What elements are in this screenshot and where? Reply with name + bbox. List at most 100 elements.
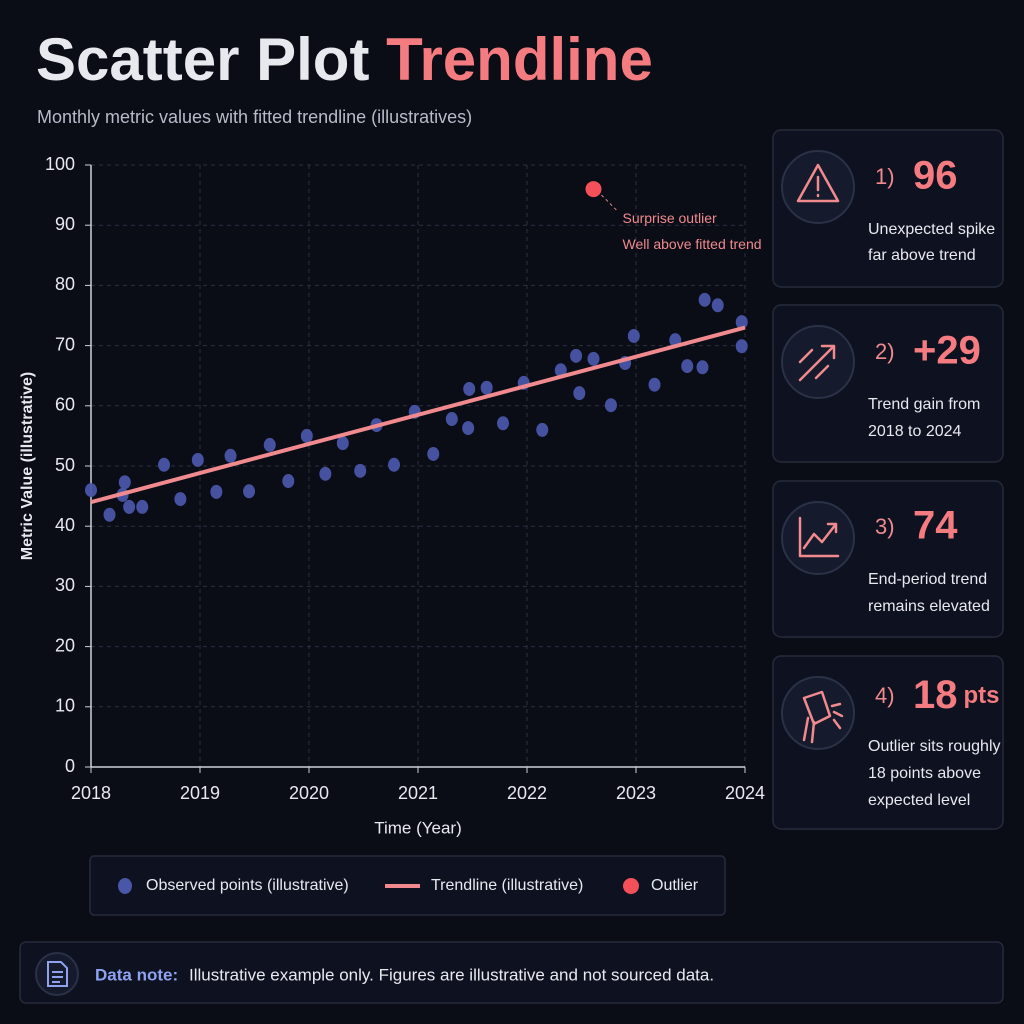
legend-label: Trendline (illustrative) bbox=[431, 877, 583, 894]
y-tick-label: 80 bbox=[55, 274, 75, 294]
point bbox=[587, 351, 600, 366]
title-part: Scatter Plot bbox=[36, 26, 369, 93]
point bbox=[388, 457, 401, 472]
card-desc: Trend gain from bbox=[868, 396, 980, 413]
point bbox=[103, 507, 116, 522]
note-icon-circle bbox=[35, 952, 79, 996]
title: Scatter Plot Trendline bbox=[36, 26, 653, 93]
subtitle: Monthly metric values with fitted trendl… bbox=[37, 107, 472, 127]
card-value-unit: pts bbox=[964, 682, 1000, 709]
card-desc: 2018 to 2024 bbox=[868, 423, 962, 440]
point bbox=[85, 483, 97, 498]
point bbox=[243, 484, 256, 499]
trendline bbox=[90, 325, 746, 505]
y-tick-label: 40 bbox=[55, 515, 75, 535]
y-tick-label: 30 bbox=[55, 575, 75, 595]
icon bbox=[798, 344, 836, 382]
y-tick-label: 90 bbox=[55, 214, 75, 234]
annotation-leader bbox=[601, 194, 618, 212]
legend-swatch bbox=[118, 878, 132, 894]
legend-label: Outlier bbox=[651, 877, 699, 894]
point bbox=[627, 328, 640, 343]
point bbox=[681, 359, 694, 374]
card: 2) +29 Trend gain from 2018 to 2024 bbox=[772, 304, 1004, 463]
point bbox=[735, 315, 748, 330]
point bbox=[174, 492, 187, 507]
note-box bbox=[19, 941, 1004, 1004]
x-tick-label: 2021 bbox=[398, 783, 438, 803]
outlier-point bbox=[585, 181, 602, 198]
note-text: Illustrative example only. Figures are i… bbox=[189, 965, 714, 984]
plot: 0 10 20 30 40 50 60 70 80 90 100 2018 2019 2020 2021 20… bbox=[19, 154, 765, 838]
point bbox=[462, 421, 475, 436]
legend-label: Observed points (illustrative) bbox=[146, 877, 349, 894]
point bbox=[735, 339, 748, 354]
point bbox=[648, 377, 661, 392]
x-tick-label: 2022 bbox=[507, 783, 547, 803]
card: 1) 96 Unexpected spike far above trend bbox=[772, 129, 1004, 288]
card-index: 4) bbox=[875, 683, 895, 708]
y-tick-label: 60 bbox=[55, 395, 75, 415]
y-tick-label: 10 bbox=[55, 696, 75, 716]
point bbox=[210, 484, 223, 499]
point bbox=[158, 457, 171, 472]
y-tick-label: 20 bbox=[55, 635, 75, 655]
card-index: 2) bbox=[875, 339, 895, 364]
point bbox=[604, 398, 617, 413]
card-value: +29 bbox=[913, 329, 981, 373]
card-desc: 18 points above bbox=[868, 765, 981, 782]
point bbox=[336, 436, 349, 451]
legend-swatch bbox=[623, 878, 639, 894]
point bbox=[573, 386, 586, 401]
card-desc: remains elevated bbox=[868, 598, 990, 615]
title-part: Trendline bbox=[386, 26, 653, 93]
annotation: Well above fitted trend bbox=[622, 236, 761, 252]
point bbox=[123, 499, 136, 514]
point bbox=[224, 448, 237, 463]
x-tick-label: 2019 bbox=[180, 783, 220, 803]
icon bbox=[802, 690, 844, 744]
point bbox=[696, 360, 709, 375]
point bbox=[427, 446, 440, 461]
x-tick-label: 2023 bbox=[616, 783, 656, 803]
y-tick-label: 70 bbox=[55, 334, 75, 354]
point bbox=[300, 428, 313, 443]
point bbox=[118, 475, 131, 490]
card-value: 74 bbox=[913, 504, 958, 548]
icon bbox=[798, 516, 840, 558]
note-icon bbox=[47, 961, 68, 987]
point bbox=[480, 380, 493, 395]
card-desc: End-period trend bbox=[868, 571, 987, 588]
card: 3) 74 End-period trend remains elevated bbox=[772, 480, 1004, 638]
annotation: Surprise outlier bbox=[622, 210, 716, 226]
point bbox=[497, 416, 510, 431]
point bbox=[136, 499, 149, 514]
x-tick-label: 2024 bbox=[725, 783, 765, 803]
icon bbox=[796, 163, 840, 203]
point bbox=[570, 348, 583, 363]
card-desc: Outlier sits roughly bbox=[868, 738, 1001, 755]
x-tick-label: 2018 bbox=[71, 783, 111, 803]
point bbox=[711, 298, 724, 313]
point bbox=[282, 474, 295, 489]
y-tick-label: 0 bbox=[65, 756, 75, 776]
card-value-number: 18 bbox=[913, 673, 958, 717]
point bbox=[698, 292, 711, 307]
point bbox=[354, 463, 367, 478]
point bbox=[445, 412, 458, 427]
x-tick-label: 2020 bbox=[289, 783, 329, 803]
y-axis-label: Metric Value (illustrative) bbox=[19, 372, 36, 561]
y-tick-label: 100 bbox=[45, 154, 75, 174]
x-axis-label: Time (Year) bbox=[374, 818, 462, 837]
card-index: 3) bbox=[875, 514, 895, 539]
card-value: 18 pts bbox=[913, 673, 1000, 717]
icon-circle bbox=[781, 676, 855, 750]
point bbox=[463, 381, 476, 396]
card-desc: far above trend bbox=[868, 247, 976, 264]
card-desc: expected level bbox=[868, 792, 970, 809]
point bbox=[263, 437, 276, 452]
point bbox=[319, 466, 332, 481]
point bbox=[554, 363, 567, 378]
card: 4) 18 pts Outlier sits roughly 18 points … bbox=[772, 655, 1004, 830]
